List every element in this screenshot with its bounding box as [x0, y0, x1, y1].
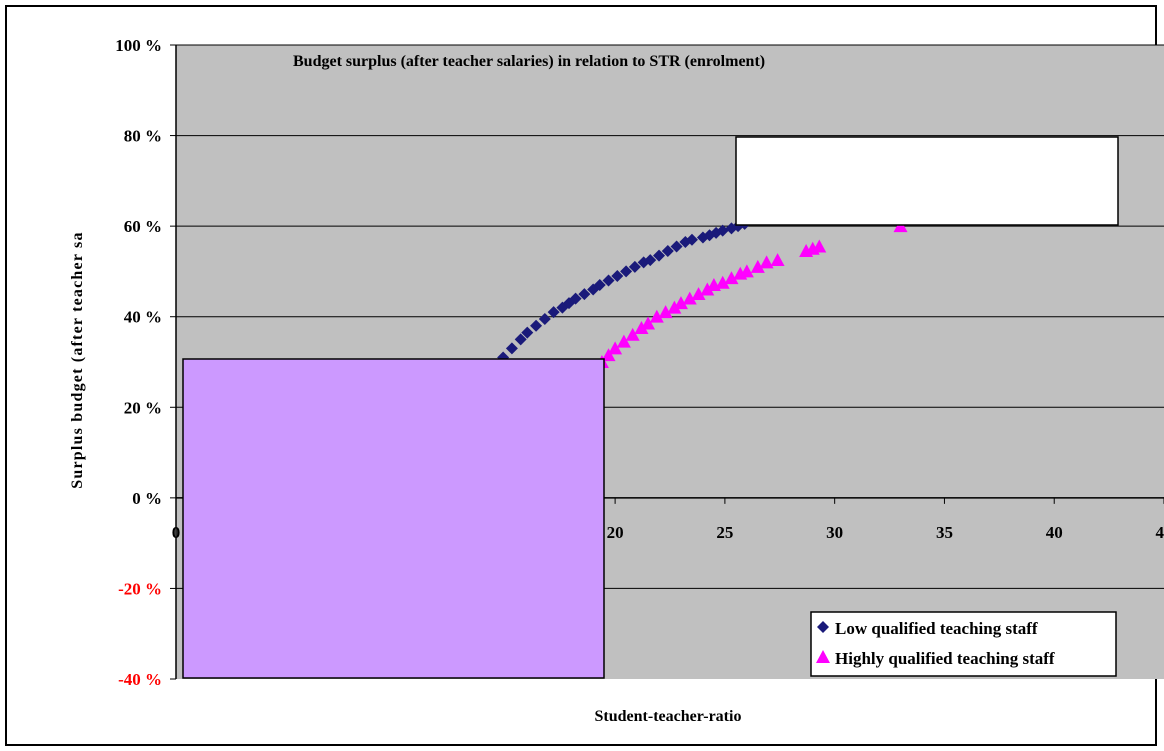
data-point [724, 271, 739, 285]
data-point [685, 233, 698, 246]
data-point [750, 259, 765, 273]
purple-overlay-box [182, 358, 605, 679]
data-point [759, 255, 774, 269]
data-point [602, 274, 615, 287]
data-point [644, 254, 657, 267]
x-tick-label: 35 [936, 523, 953, 542]
data-point [661, 245, 674, 258]
white-overlay-box [735, 136, 1119, 226]
data-point [521, 326, 534, 339]
data-point [649, 309, 664, 323]
y-axis-ticks: -40 % -20 % 0 % 20 % 40 % 60 % 80 % 100 % [115, 36, 176, 689]
series-highly-qualified [594, 219, 908, 368]
data-point [547, 306, 560, 319]
data-point [593, 279, 606, 292]
data-point [505, 342, 518, 355]
y-tick-label: 20 % [124, 398, 162, 417]
data-point [653, 249, 666, 262]
data-point [628, 260, 641, 273]
data-point [625, 327, 640, 341]
data-point [770, 253, 785, 267]
data-point [700, 282, 715, 296]
legend-diamond-icon [817, 621, 829, 633]
data-point [682, 291, 697, 305]
legend-label-low-qualified: Low qualified teaching staff [835, 619, 1038, 638]
data-point [616, 334, 631, 348]
data-point [812, 239, 827, 253]
data-point [608, 341, 623, 355]
data-point [611, 269, 624, 282]
data-point [569, 292, 582, 305]
data-point [739, 264, 754, 278]
data-point [716, 224, 729, 237]
data-point [691, 287, 706, 301]
data-point [601, 348, 616, 362]
legend: Low qualified teaching staff Highly qual… [810, 611, 1117, 677]
legend-marker-highly-qualified [816, 650, 830, 663]
y-tick-label: 100 % [115, 36, 162, 55]
y-tick-label: 0 % [132, 489, 162, 508]
y-axis-title: Surplus budget (after teacher sa [69, 231, 86, 488]
x-tick-label: 40 [1046, 523, 1063, 542]
x-axis-title: Student-teacher-ratio [595, 708, 742, 725]
x-tick-label: 20 [607, 523, 624, 542]
x-tick-label: 30 [826, 523, 843, 542]
y-tick-label: 60 % [124, 217, 162, 236]
data-point [658, 305, 673, 319]
legend-marker-low-qualified [817, 621, 829, 633]
data-point [670, 240, 683, 253]
data-point [578, 288, 591, 301]
chart-title: Budget surplus (after teacher salaries) … [293, 53, 765, 70]
data-point [641, 316, 656, 330]
legend-box [810, 611, 1117, 677]
data-point [620, 265, 633, 278]
y-tick-label: 80 % [124, 127, 162, 146]
y-tick-label: 40 % [124, 308, 162, 327]
data-point [514, 333, 527, 346]
data-point [530, 319, 543, 332]
x-tick-label: 45 [1156, 523, 1164, 542]
legend-label-highly-qualified: Highly qualified teaching staff [835, 649, 1055, 668]
y-tick-label: -40 % [118, 670, 162, 689]
data-point [634, 321, 649, 334]
data-point [673, 296, 688, 310]
y-tick-label: -20 % [118, 579, 162, 598]
legend-triangle-icon [816, 650, 830, 663]
x-tick-label: 25 [716, 523, 733, 542]
data-point [538, 312, 551, 325]
data-point [715, 275, 730, 289]
data-point [667, 300, 682, 314]
